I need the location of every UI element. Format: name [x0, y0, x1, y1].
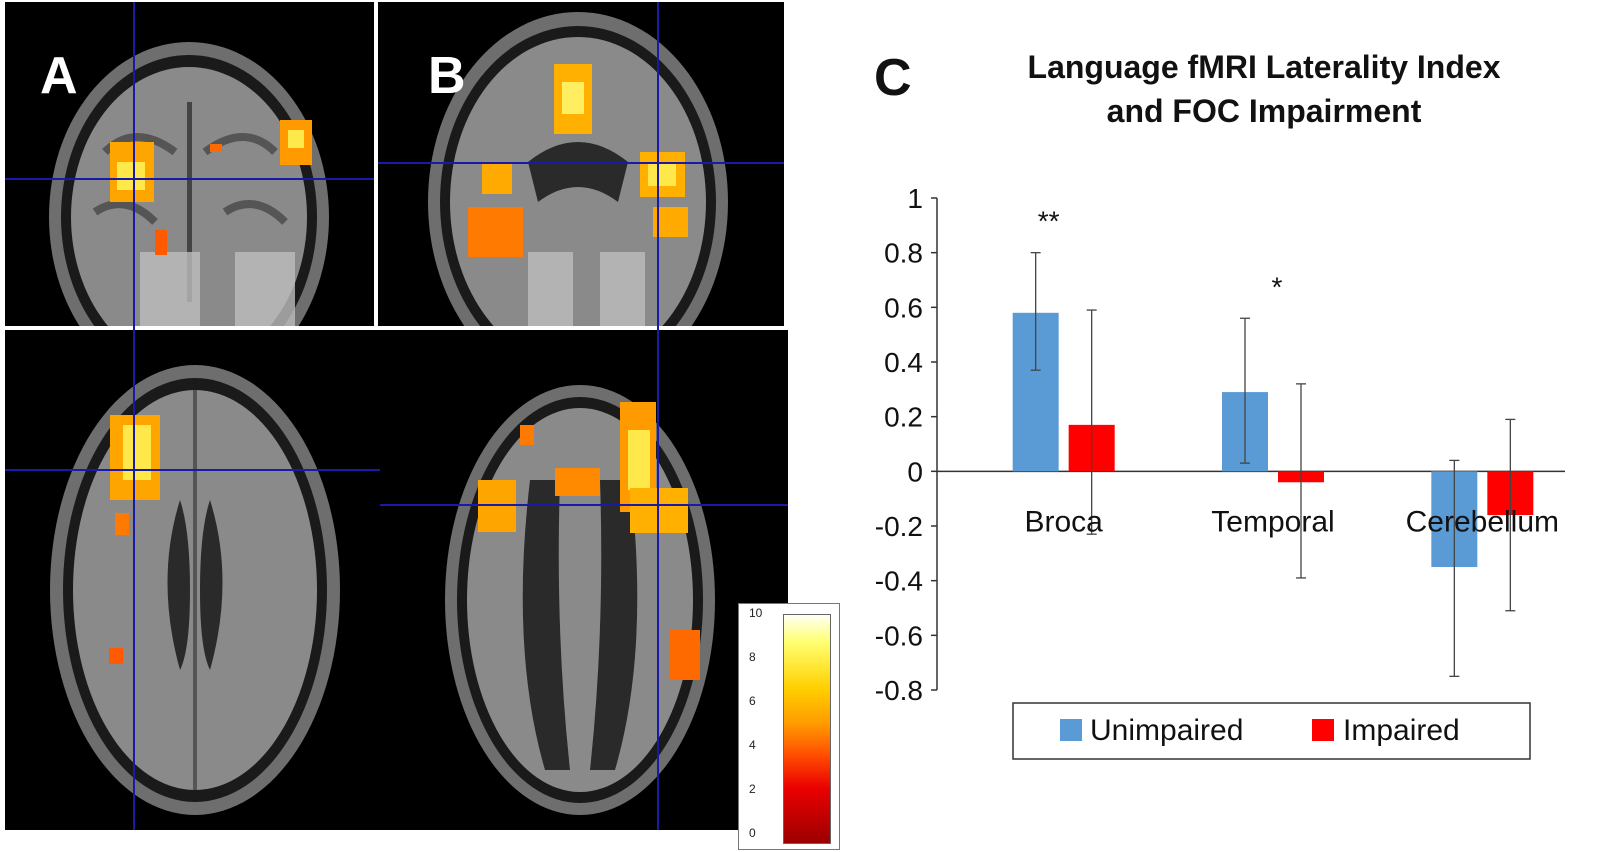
legend-swatch-impaired [1312, 719, 1334, 741]
chart-labels: Broca ** Temporal * Cerebellum [1024, 206, 1559, 539]
y-tick-label: -0.4 [875, 566, 923, 597]
colorbar-tick: 2 [749, 782, 756, 796]
colorbar-tick: 6 [749, 694, 756, 708]
chart-error-bars [1030, 252, 1516, 677]
y-tick-label: 0.2 [884, 402, 923, 433]
y-tick-label: 1 [907, 183, 923, 214]
y-tick-label: -0.2 [875, 511, 923, 542]
colorbar-tick: 4 [749, 738, 756, 752]
chart-legend: Unimpaired Impaired [1012, 702, 1531, 760]
panel-c-letter: C [874, 49, 912, 107]
y-tick-label: -0.6 [875, 620, 923, 651]
y-tick-label: 0.4 [884, 347, 923, 378]
significance-marker: * [1272, 271, 1283, 302]
colorbar-gradient [783, 614, 831, 844]
chart-axes: 1 0.8 0.6 0.4 0.2 0 -0.2 -0.4 -0.6 -0.8 [875, 183, 1565, 706]
y-tick-label: -0.8 [875, 675, 923, 706]
panel-a-coronal-image [5, 2, 374, 326]
y-tick-label: 0 [907, 456, 923, 487]
significance-marker: ** [1038, 206, 1060, 237]
category-label: Broca [1024, 505, 1103, 538]
coronal-brain-a [49, 42, 329, 326]
chart-title-line-1: Language fMRI Laterality Index [1028, 49, 1501, 85]
crosshair-overlay [5, 2, 788, 830]
legend-label-unimpaired: Unimpaired [1090, 714, 1243, 747]
laterality-bar-chart: Language fMRI Laterality Index and FOC I… [875, 49, 1565, 760]
category-label: Temporal [1211, 505, 1334, 538]
panel-b-letter: B [428, 47, 466, 105]
chart-title-line-2: and FOC Impairment [1107, 93, 1422, 129]
colorbar-tick: 10 [749, 606, 763, 620]
y-tick-label: 0.8 [884, 238, 923, 269]
legend-label-impaired: Impaired [1343, 714, 1460, 747]
y-tick-label: 0.6 [884, 292, 923, 323]
category-label: Cerebellum [1406, 505, 1559, 538]
panel-a-letter: A [40, 47, 78, 105]
colorbar: 10 8 6 4 2 0 [738, 603, 840, 850]
legend-swatch-unimpaired [1060, 719, 1082, 741]
legend-box [1012, 702, 1531, 760]
colorbar-tick: 0 [749, 826, 756, 840]
colorbar-tick: 8 [749, 650, 756, 664]
coronal-brain-b [428, 12, 728, 326]
